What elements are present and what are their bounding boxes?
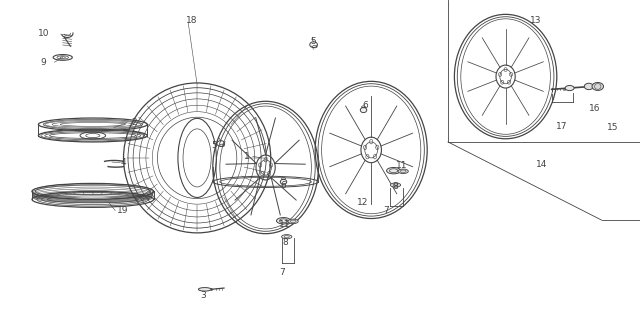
Text: 8: 8 — [393, 182, 398, 191]
Ellipse shape — [288, 219, 298, 224]
Text: 7: 7 — [279, 268, 284, 277]
Ellipse shape — [282, 235, 292, 239]
Text: 11: 11 — [396, 161, 408, 170]
Text: 5: 5 — [311, 37, 316, 46]
Ellipse shape — [360, 108, 367, 113]
Text: 5: 5 — [212, 141, 217, 150]
Ellipse shape — [280, 179, 287, 184]
Text: 13: 13 — [530, 16, 541, 25]
Text: 7: 7 — [384, 206, 389, 215]
Ellipse shape — [390, 183, 401, 187]
Text: 19: 19 — [117, 206, 129, 215]
Ellipse shape — [276, 218, 291, 224]
Text: 12: 12 — [357, 198, 369, 207]
Ellipse shape — [398, 169, 408, 174]
Text: 6: 6 — [362, 101, 367, 110]
Ellipse shape — [565, 85, 574, 91]
Text: 8: 8 — [282, 238, 287, 247]
Text: 3: 3 — [201, 291, 206, 300]
Text: 4: 4 — [120, 158, 125, 167]
Text: 1: 1 — [244, 152, 249, 161]
Text: 18: 18 — [186, 16, 198, 25]
Text: 16: 16 — [589, 104, 601, 113]
Text: 11: 11 — [279, 220, 291, 229]
Text: 6: 6 — [281, 181, 286, 189]
Text: 2: 2 — [132, 118, 137, 127]
Ellipse shape — [387, 167, 401, 174]
Text: 10: 10 — [38, 29, 49, 38]
Text: 17: 17 — [556, 122, 568, 130]
Text: 14: 14 — [536, 160, 548, 169]
Text: 15: 15 — [607, 123, 618, 132]
Ellipse shape — [584, 83, 593, 90]
Ellipse shape — [592, 83, 604, 91]
Text: 9: 9 — [41, 58, 46, 67]
Ellipse shape — [198, 288, 211, 291]
